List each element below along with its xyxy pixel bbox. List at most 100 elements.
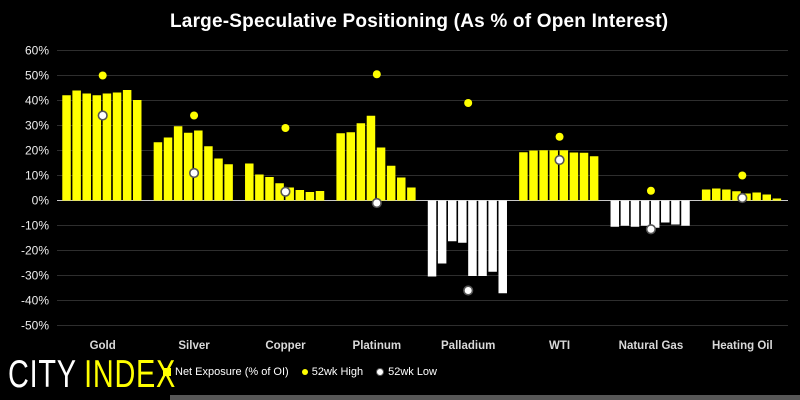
net-exposure-swatch-icon [163,368,171,376]
net-exposure-bar [183,132,193,201]
high-52wk-marker [464,99,473,107]
net-exposure-bar [620,200,630,226]
net-exposure-bar [376,147,386,201]
high-marker-icon [301,369,308,375]
legend-label-52wk-high: 52wk High [311,366,364,378]
net-exposure-bar [366,115,376,201]
net-exposure-bar [722,189,731,201]
net-exposure-bar [275,183,284,201]
net-exposure-bar [255,174,264,201]
y-tick-label: -20% [21,244,49,258]
net-exposure-bar [661,200,670,223]
low-52wk-marker [645,224,657,235]
net-exposure-bar [295,190,305,201]
legend-label-net-exposure: Net Exposure (% of OI) [175,366,289,378]
net-exposure-bar [204,146,213,201]
legend-item-52wk-low: 52wk Low [376,366,437,378]
net-exposure-bar [102,93,112,201]
y-tick-label: 30% [25,119,49,133]
net-exposure-bar [224,164,233,201]
low-52wk-marker [280,186,291,197]
net-exposure-bar [752,192,761,201]
net-exposure-bar [265,177,274,201]
category-label: Silver [178,340,210,352]
net-exposure-bar [640,200,650,226]
logo-index-text: INDEX [84,353,177,396]
net-exposure-bar [214,158,223,201]
net-exposure-bar [132,100,142,201]
net-exposure-bar [336,133,345,201]
net-exposure-bar [82,93,91,201]
net-exposure-bar [498,200,507,294]
y-tick-label: 10% [25,169,49,183]
net-exposure-bar [356,123,366,201]
bar-chart-plot-area: 60% 50% 40% 30% 20% 10% 0% -10% -20% -30% -40% -50%… [21,44,788,352]
net-exposure-bar [92,95,102,201]
high-52wk-marker [98,71,107,80]
category-label: Gold [90,340,116,352]
net-exposure-bar [397,177,406,201]
net-exposure-bar [529,150,538,201]
legend-item-52wk-high: 52wk High [301,366,364,378]
net-exposure-bar [569,152,579,201]
net-exposure-bar [589,156,599,201]
y-tick-label: 20% [25,144,49,158]
net-exposure-bar [112,92,122,201]
low-marker-icon [376,368,385,376]
y-tick-label: 50% [25,69,49,83]
city-index-logo: CITY INDEX [8,353,176,397]
y-tick-label: 60% [25,44,49,58]
high-52wk-marker [281,124,290,132]
net-exposure-bar [488,200,497,272]
net-exposure-bar [559,150,569,201]
net-exposure-bar [762,194,772,201]
net-exposure-bar [427,200,437,277]
net-exposure-bar [458,200,467,243]
high-52wk-marker [646,186,655,195]
net-exposure-bar [539,150,548,201]
net-exposure-bar [772,198,782,201]
net-exposure-bar [579,152,589,201]
y-tick-label: 0% [32,194,50,208]
net-exposure-bar [72,90,81,201]
net-exposure-bar [610,200,620,227]
legend-label-52wk-low: 52wk Low [388,366,437,378]
chart-title: Large-Speculative Positioning (As % of O… [170,11,669,32]
net-exposure-bar [447,200,457,242]
net-exposure-bar [712,188,721,201]
category-label: WTI [549,340,570,352]
category-label: Copper [265,340,306,352]
low-52wk-marker [554,154,565,166]
low-52wk-marker [188,167,200,179]
net-exposure-bar [153,142,163,201]
high-52wk-marker [190,111,199,120]
net-exposure-bar [62,95,71,201]
footer-divider-strip [170,395,800,400]
low-52wk-marker [737,192,748,204]
net-exposure-bar [478,200,487,276]
net-exposure-bar [681,200,690,226]
category-label: Natural Gas [619,340,684,352]
low-52wk-marker [463,285,474,296]
high-52wk-marker [738,171,747,180]
net-exposure-bar [346,132,356,201]
net-exposure-bar [245,163,254,201]
net-exposure-bar [732,191,741,201]
category-label: Platinum [353,340,402,352]
y-tick-label: -30% [21,269,49,283]
chart-legend: Net Exposure (% of OI) 52wk High 52wk Lo… [163,366,437,378]
net-exposure-bar [163,137,173,201]
net-exposure-bar [386,165,396,201]
net-exposure-bar [122,90,132,201]
high-52wk-marker [555,132,564,141]
net-exposure-bar [315,191,325,201]
low-52wk-marker [97,110,108,121]
y-tick-label: -50% [21,319,49,333]
high-52wk-marker [372,70,381,79]
net-exposure-bar [437,200,447,264]
net-exposure-bar [305,192,315,201]
net-exposure-bar [650,200,660,228]
y-tick-label: -40% [21,294,49,308]
net-exposure-bar [407,187,416,201]
net-exposure-bar [519,152,528,201]
